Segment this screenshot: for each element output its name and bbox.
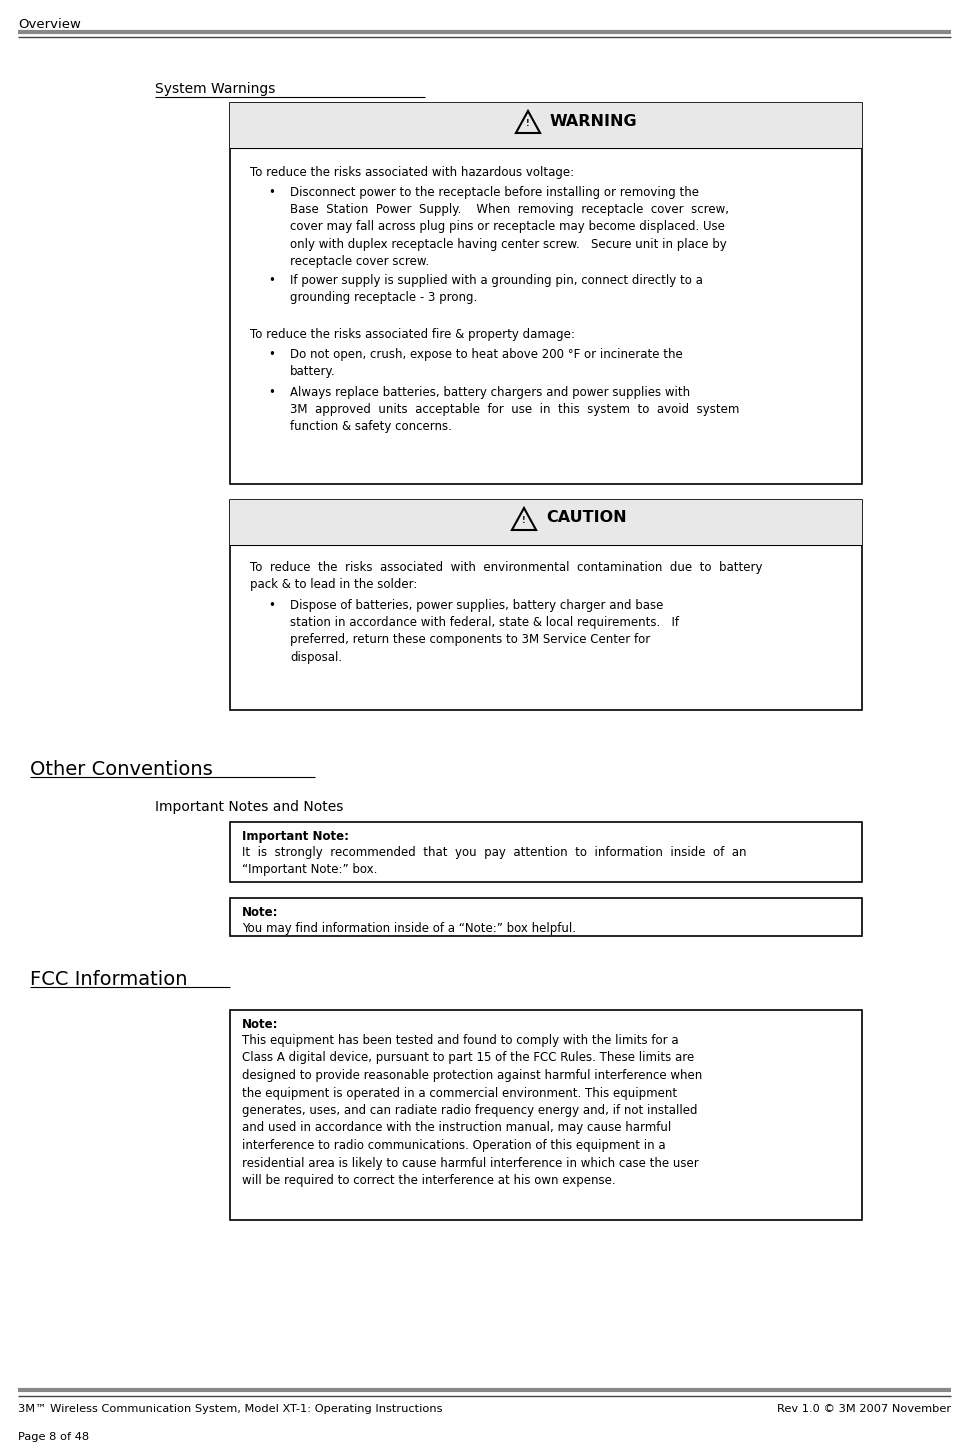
Text: Always replace batteries, battery chargers and power supplies with
3M  approved : Always replace batteries, battery charge… [290,386,740,434]
Text: •: • [268,186,275,199]
Text: Important Note:: Important Note: [242,830,349,843]
Text: Note:: Note: [242,1018,278,1031]
Bar [230,898,862,936]
Text: Page 8 of 48: Page 8 of 48 [18,1433,89,1441]
Text: Other Conventions: Other Conventions [30,760,213,779]
Text: To  reduce  the  risks  associated  with  environmental  contamination  due  to : To reduce the risks associated with envi… [250,561,763,591]
Text: You may find information inside of a “Note:” box helpful.: You may find information inside of a “No… [242,922,576,935]
Bar [230,499,862,545]
Text: Dispose of batteries, power supplies, battery charger and base
station in accord: Dispose of batteries, power supplies, ba… [290,598,679,664]
Text: •: • [268,274,275,287]
Text: Note:: Note: [242,906,278,919]
Text: This equipment has been tested and found to comply with the limits for a
Class A: This equipment has been tested and found… [242,1034,702,1187]
Text: Important Notes and Notes: Important Notes and Notes [155,799,343,814]
Bar [230,103,862,149]
Bar [230,1010,862,1220]
Text: 3M™ Wireless Communication System, Model XT-1: Operating Instructions: 3M™ Wireless Communication System, Model… [18,1404,443,1414]
Text: •: • [268,598,275,612]
Text: To reduce the risks associated with hazardous voltage:: To reduce the risks associated with haza… [250,166,574,179]
Text: WARNING: WARNING [550,114,637,128]
Bar [230,823,862,882]
Text: Disconnect power to the receptacle before installing or removing the
Base  Stati: Disconnect power to the receptacle befor… [290,186,729,268]
Text: FCC Information: FCC Information [30,970,188,989]
Text: Do not open, crush, expose to heat above 200 °F or incinerate the
battery.: Do not open, crush, expose to heat above… [290,348,683,379]
Text: •: • [268,386,275,399]
Text: System Warnings: System Warnings [155,82,276,96]
Text: If power supply is supplied with a grounding pin, connect directly to a
groundin: If power supply is supplied with a groun… [290,274,703,304]
Bar [230,499,862,711]
Text: CAUTION: CAUTION [546,511,627,526]
Text: To reduce the risks associated fire & property damage:: To reduce the risks associated fire & pr… [250,328,574,341]
Text: !: ! [526,118,530,128]
Text: Rev 1.0 © 3M 2007 November: Rev 1.0 © 3M 2007 November [777,1404,951,1414]
Text: Overview: Overview [18,17,81,31]
Text: •: • [268,348,275,361]
Text: It  is  strongly  recommended  that  you  pay  attention  to  information  insid: It is strongly recommended that you pay … [242,846,747,877]
Text: !: ! [522,515,526,524]
Bar [230,103,862,483]
